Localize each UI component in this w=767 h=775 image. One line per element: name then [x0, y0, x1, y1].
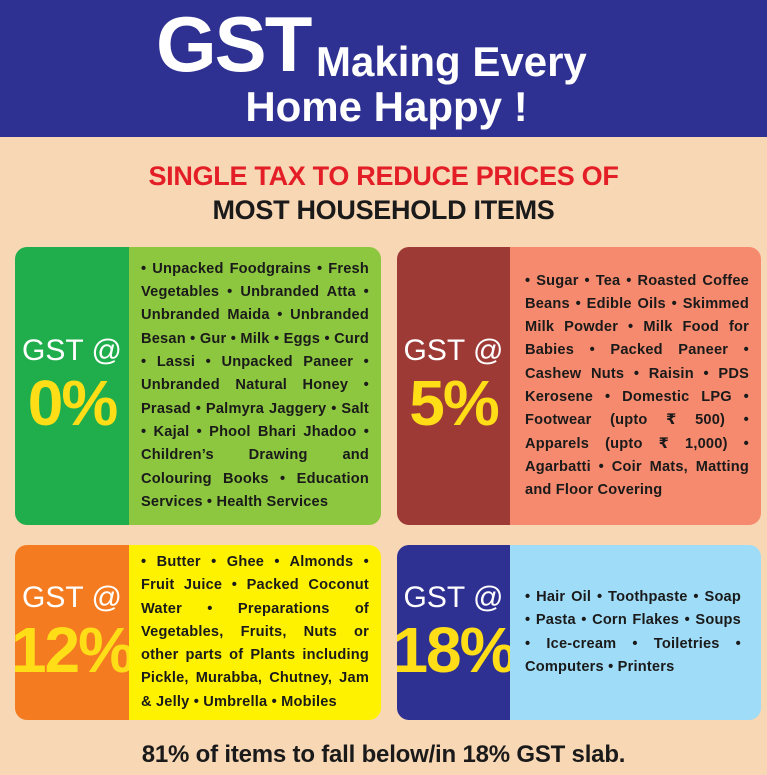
- slab-rate-panel: GST @ 5%: [397, 247, 510, 525]
- subtitle-line2: MOST HOUSEHOLD ITEMS: [212, 195, 555, 225]
- slab-rate-panel: GST @ 18%: [397, 545, 517, 720]
- slab-label: GST @: [22, 334, 122, 367]
- slab-box-12-percent: GST @ 12% • Butter • Ghee • Almonds • Fr…: [15, 545, 381, 720]
- slab-rate: 0%: [27, 367, 118, 439]
- slab-items-panel: • Sugar • Tea • Roasted Coffee Beans • E…: [510, 247, 761, 525]
- slab-rate: 12%: [15, 613, 135, 686]
- slab-rate: 18%: [397, 613, 517, 686]
- slab-items-panel: • Butter • Ghee • Almonds • Fruit Juice …: [129, 545, 381, 720]
- slab-items-panel: • Hair Oil • Toothpaste • Soap • Pasta •…: [510, 545, 761, 720]
- slab-box-18-percent: GST @ 18% • Hair Oil • Toothpaste • Soap…: [397, 545, 761, 720]
- slab-rate-panel: GST @ 12%: [15, 545, 135, 720]
- slab-rate-panel: GST @ 0%: [15, 247, 129, 525]
- header-tagline-line2: Home Happy !: [245, 83, 528, 130]
- slab-box-0-percent: GST @ 0% • Unpacked Foodgrains • Fresh V…: [15, 247, 381, 525]
- slab-items-text: • Butter • Ghee • Almonds • Fruit Juice …: [141, 553, 369, 710]
- slab-items-text: • Sugar • Tea • Roasted Coffee Beans • E…: [525, 272, 749, 499]
- footer-note: 81% of items to fall below/in 18% GST sl…: [141, 741, 626, 768]
- header-tagline-line1: Making Every: [316, 38, 587, 85]
- subtitle-line1: SINGLE TAX TO REDUCE PRICES OF: [148, 161, 619, 191]
- slab-items-text: • Unpacked Foodgrains • Fresh Vegetables…: [141, 260, 369, 510]
- slab-items-text: • Hair Oil • Toothpaste • Soap • Pasta •…: [525, 588, 741, 675]
- slab-items-panel: • Unpacked Foodgrains • Fresh Vegetables…: [129, 247, 381, 525]
- header-gst-title: GST: [156, 0, 312, 88]
- slab-label: GST @: [22, 580, 122, 614]
- slab-box-5-percent: GST @ 5% • Sugar • Tea • Roasted Coffee …: [397, 247, 761, 525]
- slab-label: GST @: [403, 580, 504, 614]
- header-banner: GST Making Every Home Happy !: [0, 0, 767, 137]
- slab-label: GST @: [403, 334, 504, 367]
- slab-rate: 5%: [409, 367, 499, 439]
